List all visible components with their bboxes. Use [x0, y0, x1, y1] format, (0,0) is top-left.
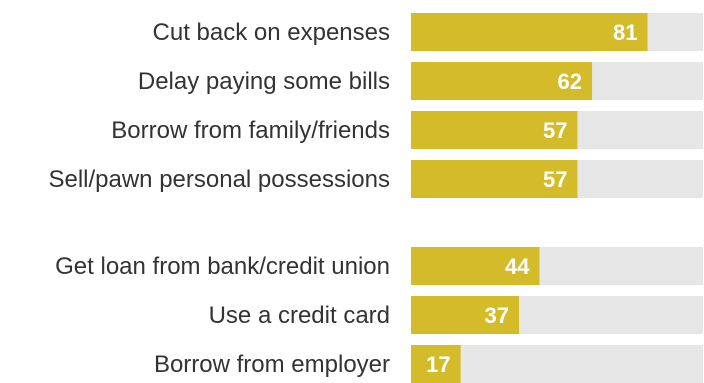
category-label: Sell/pawn personal possessions [48, 166, 390, 193]
bar [411, 296, 520, 334]
category-label: Cut back on expenses [153, 19, 390, 46]
category-label: Borrow from family/friends [111, 117, 390, 144]
value-label: 62 [558, 69, 582, 94]
bar [411, 345, 461, 383]
value-label: 37 [485, 303, 509, 328]
bar [411, 13, 648, 51]
bar [411, 247, 540, 285]
category-label: Delay paying some bills [138, 68, 390, 95]
value-label: 57 [543, 118, 567, 143]
value-label: 17 [426, 352, 450, 377]
value-label: 44 [505, 254, 530, 279]
category-label: Use a credit card [209, 302, 390, 329]
value-label: 57 [543, 167, 567, 192]
category-label: Borrow from employer [154, 351, 390, 378]
bar [411, 160, 578, 198]
value-label: 81 [613, 20, 637, 45]
bar [411, 62, 593, 100]
category-label: Get loan from bank/credit union [55, 253, 390, 280]
bar [411, 111, 578, 149]
